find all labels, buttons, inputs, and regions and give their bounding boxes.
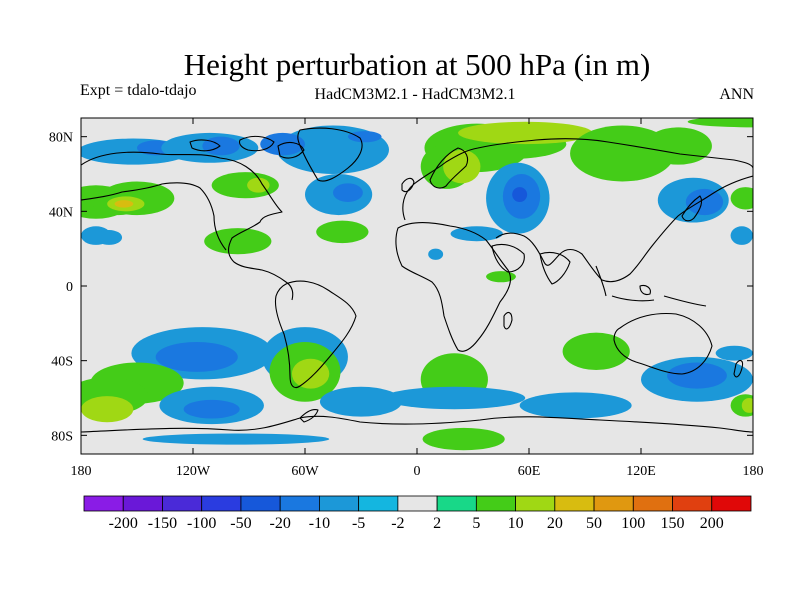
anomaly-region bbox=[319, 386, 403, 417]
colorbar-swatch bbox=[240, 495, 281, 512]
colorbar: -200 -150 -100 -50 -20 -10 -5 -2 2 5 10 20 50 100 150 2… bbox=[83, 495, 752, 532]
anomaly-region bbox=[443, 149, 481, 184]
colorbar-swatch bbox=[358, 495, 399, 512]
model-label: HadCM3M2.1 - HadCM3M2.1 bbox=[314, 86, 516, 103]
colorbar-label: 50 bbox=[586, 515, 602, 532]
anomaly-region bbox=[81, 396, 134, 423]
anomaly-region bbox=[512, 187, 528, 203]
plot-title: Height perturbation at 500 hPa (in m) bbox=[183, 47, 651, 82]
colorbar-label: -100 bbox=[187, 515, 216, 532]
anomaly-region bbox=[204, 228, 272, 255]
colorbar-swatch bbox=[554, 495, 595, 512]
x-tick-label: 180 bbox=[71, 464, 92, 479]
height-perturbation-field bbox=[81, 118, 753, 451]
colorbar-label: -5 bbox=[352, 515, 365, 532]
anomaly-region bbox=[422, 427, 505, 451]
y-tick-label: 80S bbox=[51, 429, 73, 444]
anomaly-region bbox=[142, 433, 330, 445]
colorbar-label: -150 bbox=[148, 515, 177, 532]
colorbar-label: 20 bbox=[547, 515, 563, 532]
anomaly-region bbox=[730, 187, 753, 210]
anomaly-region bbox=[687, 118, 753, 128]
coastlines bbox=[81, 127, 753, 433]
colorbar-swatch bbox=[711, 495, 752, 512]
colorbar-swatch bbox=[672, 495, 713, 512]
anomaly-region bbox=[428, 248, 444, 260]
colorbar-label: 150 bbox=[661, 515, 685, 532]
colorbar-label: -10 bbox=[309, 515, 330, 532]
anomaly-region bbox=[667, 362, 727, 389]
anomaly-region bbox=[730, 226, 753, 245]
anomaly-region bbox=[519, 392, 632, 419]
anomaly-region bbox=[95, 230, 123, 245]
experiment-label: Expt = tdalo-tdajo bbox=[80, 82, 197, 99]
colorbar-label: 100 bbox=[621, 515, 645, 532]
colorbar-swatch bbox=[397, 495, 438, 512]
anomaly-region bbox=[183, 399, 240, 419]
colorbar-label: 2 bbox=[433, 515, 441, 532]
anomaly-region bbox=[291, 358, 330, 389]
anomaly-region bbox=[347, 131, 382, 143]
colorbar-swatch bbox=[83, 495, 124, 512]
anomaly-region bbox=[202, 136, 240, 156]
anomaly-region bbox=[114, 200, 134, 208]
x-tick-label: 120E bbox=[626, 464, 656, 479]
colorbar-swatch bbox=[632, 495, 673, 512]
anomaly-region bbox=[247, 177, 270, 193]
x-tick-label: 180 bbox=[743, 464, 764, 479]
colorbar-swatch bbox=[122, 495, 163, 512]
colorbar-swatch bbox=[436, 495, 477, 512]
anomaly-region bbox=[155, 342, 238, 372]
anomaly-region bbox=[562, 332, 630, 371]
anomaly-region bbox=[644, 127, 712, 165]
x-tick-label: 120W bbox=[176, 464, 211, 479]
colorbar-label: 10 bbox=[508, 515, 524, 532]
anomaly-region bbox=[333, 183, 363, 203]
anomaly-region bbox=[486, 271, 516, 283]
colorbar-swatch bbox=[201, 495, 242, 512]
axis-ticks bbox=[80, 118, 754, 454]
y-tick-label: 0 bbox=[66, 280, 73, 295]
colorbar-label: -20 bbox=[270, 515, 291, 532]
anomaly-region bbox=[741, 398, 753, 413]
anomaly-region bbox=[383, 386, 526, 410]
colorbar-label: 5 bbox=[472, 515, 480, 532]
y-tick-label: 80N bbox=[49, 131, 73, 146]
x-tick-label: 0 bbox=[414, 464, 421, 479]
colorbar-swatch bbox=[515, 495, 556, 512]
colorbar-swatch bbox=[279, 495, 320, 512]
colorbar-label: -2 bbox=[391, 515, 404, 532]
x-tick-label: 60W bbox=[291, 464, 319, 479]
colorbar-swatch bbox=[162, 495, 203, 512]
colorbar-label: 200 bbox=[700, 515, 724, 532]
axis-labels: 180 120W 60W 0 60E 120E 180 80N 40N 0 40S 80S bbox=[49, 131, 764, 479]
y-tick-label: 40N bbox=[49, 205, 73, 220]
x-tick-label: 60E bbox=[518, 464, 541, 479]
colorbar-swatch bbox=[475, 495, 516, 512]
season-label: ANN bbox=[719, 86, 754, 103]
y-tick-label: 40S bbox=[51, 355, 73, 370]
colorbar-label: -200 bbox=[109, 515, 138, 532]
colorbar-swatch bbox=[593, 495, 634, 512]
anomaly-region bbox=[316, 220, 369, 244]
colorbar-label: -50 bbox=[230, 515, 251, 532]
anomaly-region bbox=[685, 188, 724, 216]
anomaly-region bbox=[715, 345, 753, 361]
colorbar-swatch bbox=[319, 495, 360, 512]
